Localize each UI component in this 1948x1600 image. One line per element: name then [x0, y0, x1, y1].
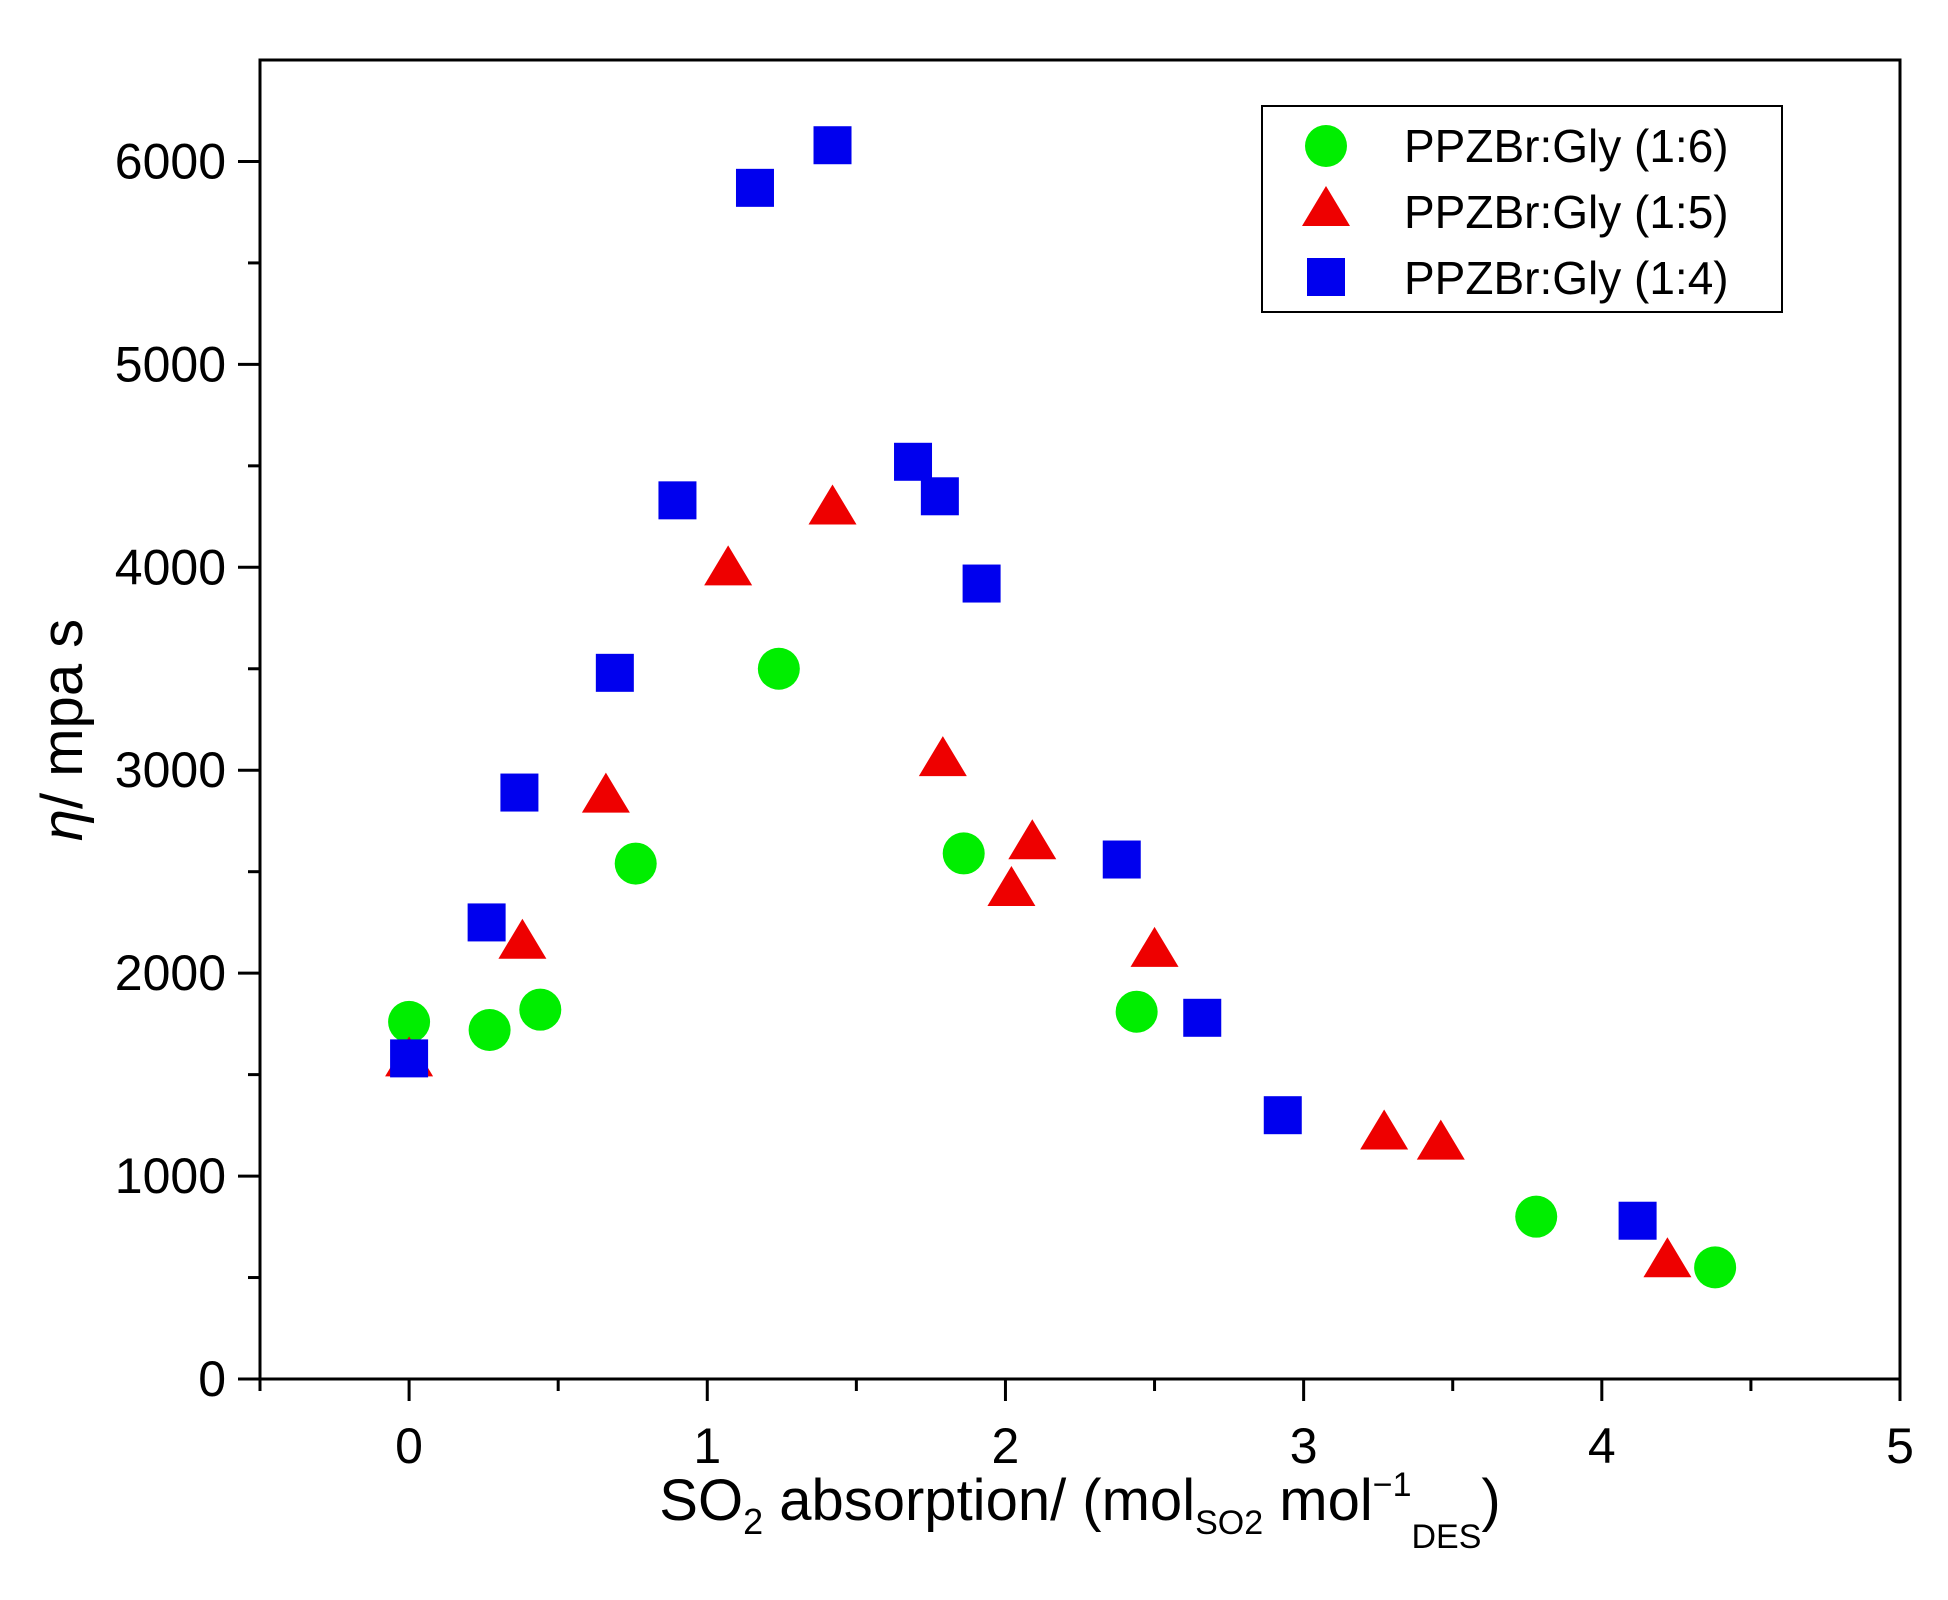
data-point-square	[467, 903, 506, 942]
data-point-square	[390, 1039, 429, 1078]
x-axis-title-sub1: SO2	[1195, 1504, 1263, 1542]
data-point-square	[813, 126, 852, 165]
x-axis-title-sup: −1	[1373, 1466, 1412, 1504]
x-tick-label: 0	[395, 1418, 423, 1474]
data-point-square	[658, 481, 697, 520]
data-point-circle	[1694, 1246, 1737, 1289]
x-axis-title-sub2: DES	[1411, 1518, 1481, 1556]
y-tick-label: 0	[198, 1351, 226, 1407]
data-point-square	[1183, 998, 1222, 1037]
data-point-circle	[942, 832, 985, 875]
data-point-square	[1618, 1201, 1657, 1240]
legend-label-1-6: PPZBr:Gly (1:6)	[1404, 120, 1729, 172]
legend: PPZBr:Gly (1:6) PPZBr:Gly (1:5) PPZBr:Gl…	[1261, 105, 1783, 313]
data-points	[385, 126, 1737, 1289]
legend-label-1-4: PPZBr:Gly (1:4)	[1404, 252, 1729, 304]
y-tick-label: 1000	[115, 1148, 226, 1204]
y-axis-title-text: / mpa s	[30, 619, 95, 809]
legend-label-1-5: PPZBr:Gly (1:5)	[1404, 186, 1729, 238]
y-tick-label: 2000	[115, 945, 226, 1001]
data-point-square	[500, 773, 539, 812]
data-point-triangle	[1360, 1109, 1409, 1150]
series-square	[390, 126, 1657, 1240]
legend-box	[1261, 105, 1783, 313]
series-circle	[388, 647, 1737, 1289]
data-point-circle	[519, 988, 562, 1031]
legend-marker-circle	[1305, 125, 1347, 167]
data-point-square	[962, 564, 1001, 603]
data-point-triangle	[1416, 1119, 1465, 1160]
x-axis-title: SO2 absorption/ (molSO2 mol−1DES)	[659, 1466, 1500, 1556]
data-point-circle	[1115, 990, 1158, 1033]
y-tick-label: 4000	[115, 539, 226, 595]
data-point-square	[735, 168, 774, 207]
y-axis-title: η/ mpa s	[30, 619, 95, 841]
plot-frame	[258, 58, 1902, 1381]
x-tick-label: 1	[693, 1418, 721, 1474]
x-axis-title-prefix: SO	[659, 1468, 743, 1533]
data-point-circle	[1515, 1195, 1558, 1238]
data-point-circle	[468, 1008, 511, 1051]
data-point-triangle	[704, 545, 753, 586]
data-point-triangle	[808, 484, 857, 525]
x-tick-label: 5	[1886, 1418, 1914, 1474]
data-point-square	[1102, 840, 1141, 879]
x-axis-title-mid: mol	[1263, 1468, 1373, 1533]
data-point-circle	[614, 842, 657, 885]
x-tick-label: 2	[992, 1418, 1020, 1474]
x-axis-title-prefix-sub: 2	[743, 1501, 763, 1542]
data-point-triangle	[987, 865, 1036, 906]
x-tick-label: 4	[1588, 1418, 1616, 1474]
data-point-triangle	[918, 736, 967, 777]
data-point-triangle	[581, 772, 630, 813]
data-point-square	[1263, 1096, 1302, 1135]
legend-marker-triangle	[1302, 186, 1350, 226]
data-point-square	[595, 653, 634, 692]
axis-ticks	[238, 159, 1902, 1401]
data-point-square	[920, 477, 959, 516]
legend-marker-square	[1307, 258, 1345, 296]
data-point-triangle	[1130, 926, 1179, 967]
y-axis-title-symbol: η	[30, 809, 95, 841]
x-axis-title-end: )	[1481, 1468, 1500, 1533]
data-point-circle	[388, 1000, 431, 1043]
x-axis-title-main: absorption/ (mol	[763, 1468, 1195, 1533]
y-tick-label: 3000	[115, 742, 226, 798]
data-point-circle	[757, 647, 800, 690]
series-triangle	[385, 484, 1692, 1278]
data-point-triangle	[498, 918, 547, 959]
y-tick-label: 5000	[115, 336, 226, 392]
x-tick-label: 3	[1290, 1418, 1318, 1474]
axis-tick-labels: 0 1 2 3 4 5 0 1000 2000 3000 4000 5000 6000	[115, 133, 1914, 1474]
y-tick-label: 6000	[115, 133, 226, 189]
data-point-triangle	[1008, 819, 1057, 860]
data-point-square	[894, 442, 933, 481]
data-point-triangle	[1643, 1237, 1692, 1278]
